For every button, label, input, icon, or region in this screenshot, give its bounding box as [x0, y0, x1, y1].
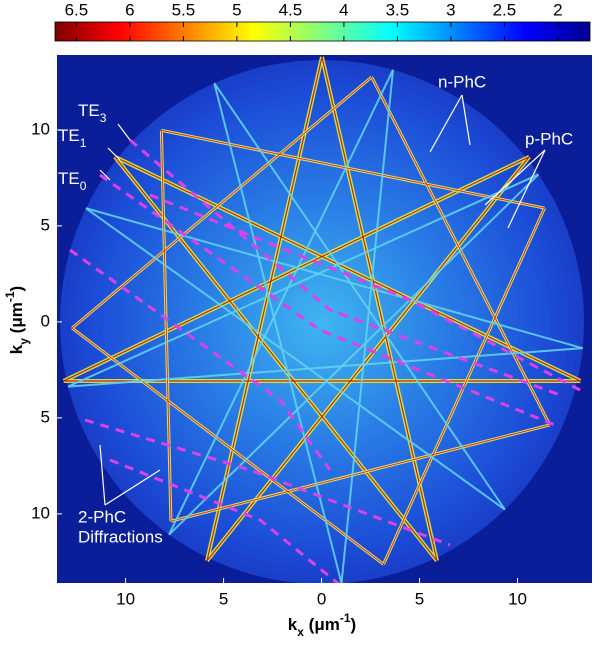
annotation-part: 0: [80, 179, 87, 193]
x-axis-label-part: k: [288, 615, 298, 634]
colorbar-tick-label: 4.5: [279, 0, 303, 19]
x-tick-label: 10: [508, 589, 527, 608]
star-line: [206, 56, 323, 561]
annotation: TE1: [58, 126, 87, 150]
colorbar-tick-label: 6.5: [65, 0, 89, 19]
annotation-part: TE: [58, 126, 80, 145]
star-line: [71, 327, 384, 565]
annotation: Diffractions: [78, 527, 163, 546]
star-lines: [62, 56, 583, 583]
star-line: [206, 156, 530, 562]
star-line: [213, 82, 343, 583]
annotation: p-PhC: [525, 129, 573, 148]
x-axis-label-part: -1: [340, 611, 351, 625]
colorbar-tick-label: 3.5: [386, 0, 410, 19]
star-line: [321, 56, 438, 561]
y-axis-label-part: (μm: [7, 302, 26, 338]
y-axis-label-part: -1: [3, 291, 17, 302]
annotation: 2-PhC: [78, 507, 126, 526]
annotation-arrows: [99, 94, 546, 506]
colorbar-tick-label: 4: [339, 0, 348, 19]
x-axis-label-part: x: [297, 625, 304, 639]
colorbar-tick-label: 5: [232, 0, 241, 19]
annotation: n-PhC: [438, 72, 486, 91]
y-axis-label-part: k: [7, 344, 26, 354]
x-tick-label: 5: [219, 589, 228, 608]
star-line: [85, 207, 506, 511]
star-line: [161, 129, 545, 209]
colorbar: [54, 21, 591, 42]
colorbar-tick-label: 3: [446, 0, 455, 19]
star-line: [168, 173, 540, 536]
annotation: TE0: [58, 169, 87, 193]
x-axis-label-part: (μm: [304, 615, 340, 634]
y-tick-label: 10: [31, 119, 50, 138]
colorbar-tick-label: 5.5: [172, 0, 196, 19]
star-line: [67, 173, 539, 388]
star-line: [170, 424, 550, 522]
star-line: [160, 130, 172, 522]
y-tick-label: 5: [41, 215, 50, 234]
x-tick-label: 5: [415, 589, 424, 608]
annotation-part: 3: [100, 111, 107, 125]
star-line: [168, 69, 394, 536]
y-tick-label: 5: [41, 407, 50, 426]
te-lines: [69, 138, 581, 583]
colorbar-tick-label: 2.5: [493, 0, 517, 19]
star-line: [71, 76, 372, 329]
annotation-part: 1: [80, 136, 87, 150]
annotation-part: TE: [78, 101, 100, 120]
colorbar-tick-label: 6: [125, 0, 134, 19]
x-tick-label: 0: [317, 589, 326, 608]
y-axis-label-part: y: [17, 338, 31, 345]
y-axis-label-part: ): [7, 286, 26, 292]
annotation: TE3: [78, 101, 107, 125]
y-tick-label: 10: [31, 503, 50, 522]
y-axis-label: ky (μm-1): [3, 286, 31, 354]
star-line: [68, 347, 583, 388]
annotation-part: TE: [58, 169, 80, 188]
colorbar-tick-label: 2: [553, 0, 562, 19]
star-line: [340, 69, 395, 583]
star-line: [85, 207, 583, 350]
star-line: [213, 82, 506, 511]
x-axis-label-part: ): [351, 615, 357, 634]
y-tick-label: 0: [41, 311, 50, 330]
pattern: [60, 56, 584, 583]
star-line: [383, 207, 545, 565]
x-tick-label: 10: [116, 589, 135, 608]
x-axis-label: kx (μm-1): [288, 611, 356, 639]
